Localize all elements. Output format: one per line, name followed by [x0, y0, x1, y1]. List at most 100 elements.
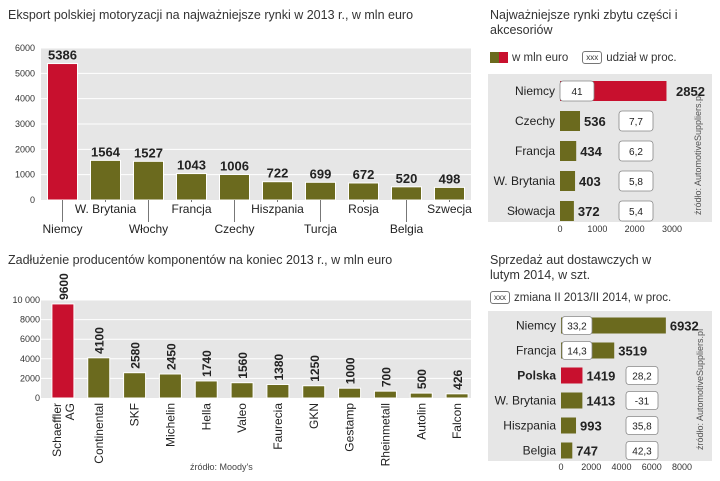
- parts-x-tick-label: 2000: [625, 224, 645, 234]
- parts-bar: [560, 141, 577, 161]
- debt-bar: [302, 385, 326, 399]
- debt-category-label: Autolin: [414, 403, 428, 440]
- legend-value-label: w mln euro: [512, 51, 569, 64]
- vans-change-label: 28,2: [632, 372, 652, 383]
- debt-category-label: Valeo: [235, 403, 249, 433]
- vans-change-box: [625, 366, 659, 385]
- vans-category-label: Niemcy: [516, 319, 556, 333]
- export-y-tick-label: 2000: [15, 144, 35, 154]
- vans-category-label: Polska: [517, 369, 556, 383]
- export-bar: [434, 186, 465, 201]
- export-bar: [262, 181, 293, 201]
- export-bar: [219, 174, 250, 201]
- parts-share-box: [618, 140, 654, 162]
- vans-change-label: 35,8: [632, 422, 652, 433]
- debt-y-tick-label: 10 000: [12, 295, 40, 305]
- debt-category-label: Michelin: [163, 403, 177, 447]
- debt-category-label: Falcon: [450, 403, 464, 439]
- debt-category-label: Continental: [92, 403, 106, 464]
- parts-x-tick-label: 1000: [587, 224, 607, 234]
- parts-bar: [560, 201, 574, 221]
- vans-bar: [561, 417, 577, 434]
- debt-value-label: 2580: [129, 342, 143, 369]
- parts-x-tick-label: 0: [557, 224, 562, 234]
- export-y-tick-label: 0: [30, 195, 35, 205]
- vans-change-label: -31: [635, 397, 650, 408]
- vans-change-label: 42,3: [632, 447, 652, 458]
- debt-plot-area: [41, 300, 471, 398]
- debt-category-label: Hella: [199, 403, 213, 431]
- vans-change-box: [625, 441, 659, 460]
- vans-change-label: 14,3: [567, 347, 587, 358]
- parts-share-label: 41: [571, 87, 583, 98]
- debt-category-label-line2: AG: [63, 403, 77, 420]
- debt-value-label: 4100: [93, 327, 107, 354]
- vans-category-label: Francja: [516, 344, 556, 358]
- debt-category-label: Gestamp: [343, 403, 357, 452]
- debt-value-label: 1380: [272, 353, 286, 380]
- parts-category-label: W. Brytania: [494, 174, 556, 188]
- export-chart-title: Eksport polskiej motoryzacji na najważni…: [8, 8, 414, 22]
- export-category-label: Rosja: [348, 202, 379, 216]
- export-bar: [133, 160, 164, 201]
- parts-share-box: [618, 170, 654, 192]
- parts-category-label: Niemcy: [515, 84, 555, 98]
- export-y-tick-label: 4000: [15, 94, 35, 104]
- debt-category-label: Schaeffler: [50, 403, 64, 457]
- vans-x-tick-label: 4000: [611, 462, 631, 472]
- debt-value-label: 426: [451, 369, 465, 389]
- export-bar: [391, 186, 422, 201]
- vans-change-box: [561, 341, 593, 360]
- debt-y-tick-label: 6000: [20, 334, 40, 344]
- export-category-label: Francja: [171, 202, 211, 216]
- debt-bar: [230, 382, 254, 399]
- debt-category-label: SKF: [128, 403, 142, 426]
- debt-y-tick-label: 0: [35, 393, 40, 403]
- parts-x-tick-label: 3000: [662, 224, 682, 234]
- vans-bar: [561, 392, 583, 409]
- export-y-tick-label: 3000: [15, 119, 35, 129]
- debt-value-label: 1000: [344, 357, 358, 384]
- vans-category-label: Belgia: [523, 444, 557, 458]
- parts-category-label: Czechy: [515, 114, 555, 128]
- legend-olive-swatch: [490, 52, 499, 63]
- vans-value-label: 993: [580, 419, 602, 434]
- vans-value-label: 1413: [586, 394, 615, 409]
- parts-category-label: Słowacja: [507, 204, 555, 218]
- export-bar: [176, 173, 207, 201]
- export-value-label: 1564: [91, 144, 121, 159]
- debt-value-label: 1560: [236, 352, 250, 379]
- parts-category-label: Francja: [515, 144, 555, 158]
- export-value-label: 699: [310, 166, 332, 181]
- vans-value-label: 6932: [670, 319, 699, 334]
- export-value-label: 520: [396, 171, 418, 186]
- export-bar: [47, 63, 78, 201]
- export-category-label: Belgia: [390, 222, 424, 236]
- debt-category-label: Rheinmetall: [378, 403, 392, 466]
- debt-y-tick-label: 4000: [20, 354, 40, 364]
- parts-value-label: 372: [578, 204, 600, 219]
- debt-value-label: 9600: [57, 273, 71, 300]
- export-y-tick-label: 6000: [15, 43, 35, 53]
- export-y-tick-label: 1000: [15, 170, 35, 180]
- parts-share-label: 5,8: [629, 177, 643, 188]
- debt-bar: [266, 383, 290, 399]
- vans-x-tick-label: 0: [558, 462, 563, 472]
- legend-change-box: xxx: [490, 291, 510, 304]
- export-category-label: Włochy: [129, 222, 168, 236]
- debt-bar: [158, 373, 182, 399]
- export-category-label: Hiszpania: [251, 202, 304, 216]
- export-category-label: Czechy: [214, 222, 254, 236]
- export-value-label: 1006: [220, 159, 249, 174]
- legend-share-label: udział w proc.: [606, 51, 677, 64]
- export-value-label: 5386: [48, 48, 77, 63]
- export-value-label: 498: [439, 171, 461, 186]
- export-bar: [348, 182, 379, 201]
- parts-share-box: [559, 80, 595, 102]
- debt-y-tick-label: 2000: [20, 373, 40, 383]
- parts-share-label: 5,4: [629, 207, 643, 218]
- vans-category-label: Hiszpania: [503, 419, 556, 433]
- export-category-label: W. Brytania: [75, 202, 137, 216]
- vans-chart-title: Sprzedaż aut dostawczych w lutym 2014, w…: [490, 253, 652, 282]
